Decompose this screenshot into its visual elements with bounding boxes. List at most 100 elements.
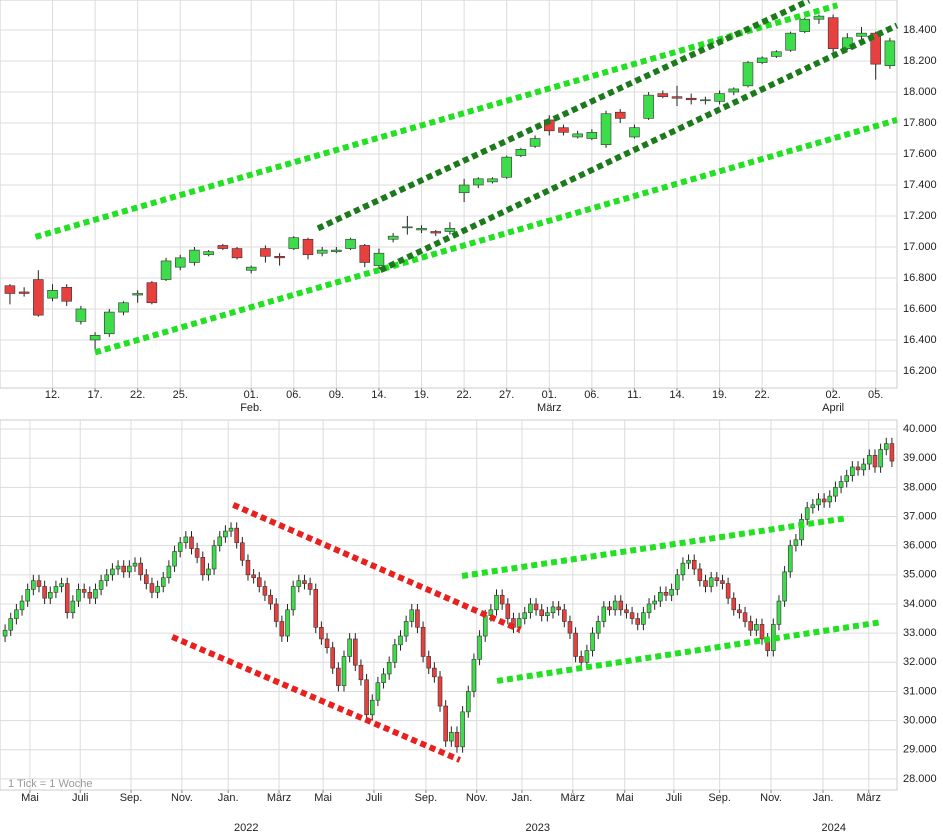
x-tick-label: Sep. [415,792,438,804]
annotation: 1 Tick = 1 Woche [8,778,92,790]
y-tick-label: 38.000 [903,481,937,493]
candle-body [146,282,158,304]
x-tick-label: März [561,792,585,804]
y-tick-label: 17.400 [903,179,937,191]
x-tick-label: 09. [329,389,344,401]
candle-body [827,495,833,503]
y-tick-label: 36.000 [903,540,937,552]
x-tick-label: 25. [173,389,188,401]
candle-body [614,111,626,119]
candle-body [449,731,454,742]
candle-body [558,127,569,133]
candle-body [64,583,70,614]
candle-body [856,32,867,37]
candle-body [787,545,793,573]
x-tick-label: 01. [244,389,259,401]
candle-body [748,621,753,631]
candle-body [663,592,669,596]
x-tick-label: 22. [755,389,770,401]
candle-body [359,245,371,263]
candle-body [460,711,465,748]
candle-body [522,612,528,619]
trend-line [379,22,899,273]
candle-body [59,583,64,587]
candle-body [200,557,206,576]
candle-body [121,565,126,573]
candle-body [728,88,740,93]
candle-body [562,609,567,622]
y-tick-label: 17.800 [903,117,937,129]
candle-body [245,266,257,271]
x-tick-label: Nov. [760,792,782,804]
candle-body [47,290,58,299]
candle-body [533,603,539,611]
candle-body [19,600,25,611]
candle-body [816,498,821,506]
candle-body [18,291,30,294]
candle-body [505,603,511,619]
x-tick-label: 12. [45,389,60,401]
candle-body [403,621,409,637]
candle-body [477,635,482,660]
x-tick-label: 27. [499,389,514,401]
candle-body [132,293,143,296]
y-tick-label: 34.000 [903,598,937,610]
candle-body [883,443,889,450]
candle-body [578,656,584,663]
candle-body [81,589,87,593]
x-tick-label: 14. [669,389,684,401]
candle-body [471,659,477,692]
x-group-label: 2022 [234,822,258,834]
candle-body [731,597,737,611]
x-tick-label: Mai [616,792,634,804]
candle-body [432,667,437,678]
y-tick-label: 30.000 [903,715,937,727]
x-group-label: April [822,402,844,414]
candle-body [584,650,590,663]
candle-body [624,609,629,614]
candle-body [313,589,319,628]
candle-body [539,609,544,616]
trend-line [461,515,849,579]
x-tick-label: 06. [286,389,301,401]
candle-body [714,93,725,102]
x-tick-label: 05. [868,389,883,401]
x-tick-label: Nov. [466,792,488,804]
candle-body [127,565,132,573]
candle-body [671,96,683,99]
candle-body [25,589,30,602]
x-tick-label: Juli [72,792,89,804]
candle-body [217,245,229,249]
candle-body [595,621,601,634]
y-tick-label: 37.000 [903,510,937,522]
trend-line [34,2,839,240]
y-tick-label: 35.000 [903,569,937,581]
candle-body [889,443,895,462]
candle-body [771,51,782,57]
x-tick-label: 02. [825,389,840,401]
trend-line [94,117,898,356]
x-group-label: März [537,402,561,414]
candle-body [454,731,460,748]
candle-body [482,615,488,637]
x-tick-label: Mai [21,792,39,804]
candle-body [799,18,811,32]
candle-body [307,583,313,590]
candle-body [231,248,243,259]
x-tick-label: 11. [627,389,641,401]
candle-body [430,231,441,234]
candle-body [529,138,541,147]
candle-body [700,99,711,102]
x-tick-label: Sep. [708,792,731,804]
candle-body [842,37,853,49]
candle-body [641,612,646,625]
candle-body [725,583,731,599]
x-tick-label: Nov. [171,792,193,804]
candle-body [703,580,708,587]
candle-body [742,612,748,622]
y-tick-label: 17.600 [903,148,937,160]
candle-body [844,475,850,482]
y-tick-label: 16.800 [903,272,937,284]
candle-body [61,286,72,302]
candle-body [516,618,522,628]
